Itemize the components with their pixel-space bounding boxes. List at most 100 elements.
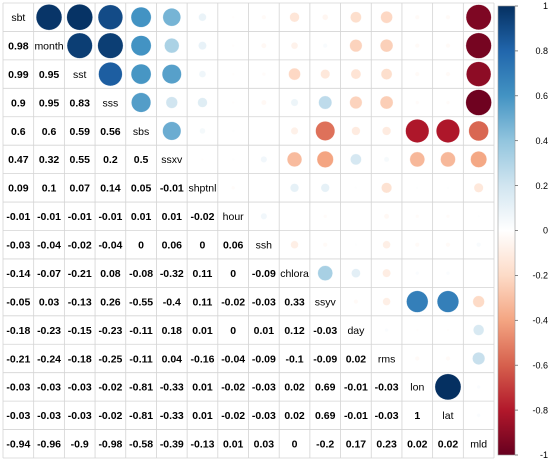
coef-label: -0.24 bbox=[37, 353, 61, 365]
coef-label: 0.01 bbox=[254, 325, 275, 337]
coef-label: -0.18 bbox=[6, 325, 30, 337]
corr-circle bbox=[231, 101, 235, 104]
corr-circle bbox=[415, 186, 419, 190]
grid bbox=[2, 2, 495, 459]
corr-circle bbox=[231, 129, 235, 133]
corr-circle bbox=[349, 96, 363, 109]
corr-circle bbox=[436, 119, 460, 143]
corr-circle bbox=[231, 15, 235, 19]
coef-label: -0.23 bbox=[37, 325, 61, 337]
coef-label: -0.03 bbox=[375, 382, 399, 394]
coef-label: 0.95 bbox=[39, 97, 60, 109]
diagonal-label-ssxv: ssxv bbox=[161, 154, 183, 166]
corr-circle bbox=[445, 100, 450, 105]
coef-label: -0.11 bbox=[129, 325, 153, 337]
coef-label: -0.58 bbox=[129, 439, 153, 451]
coef-label: 0.98 bbox=[8, 40, 29, 52]
coef-label: -0.03 bbox=[313, 325, 337, 337]
corr-circle bbox=[476, 384, 481, 389]
corr-circle bbox=[445, 271, 450, 276]
coef-label: 0.02 bbox=[284, 410, 305, 422]
corr-circle bbox=[414, 71, 420, 77]
colorbar-tick-label: -1 bbox=[540, 450, 548, 460]
colorbar-tick-label: 0.2 bbox=[535, 181, 548, 191]
coef-label: -0.98 bbox=[98, 439, 122, 451]
corr-circle bbox=[198, 13, 207, 22]
corr-circle bbox=[261, 14, 267, 20]
coef-label: 0.1 bbox=[42, 183, 57, 195]
coef-label: -0.03 bbox=[6, 410, 30, 422]
coef-label: 0.09 bbox=[8, 183, 29, 195]
coef-label: 0.11 bbox=[193, 268, 213, 280]
corr-circle bbox=[161, 64, 182, 84]
corr-circle bbox=[477, 214, 481, 218]
coef-label: 0.18 bbox=[162, 325, 183, 337]
coef-label: -0.23 bbox=[98, 325, 122, 337]
colorbar-tick-label: 0.6 bbox=[535, 91, 548, 101]
corr-circle bbox=[468, 120, 489, 142]
corr-circle bbox=[382, 126, 392, 136]
corr-circle bbox=[162, 121, 182, 141]
corr-circle bbox=[349, 39, 363, 53]
corr-circle bbox=[35, 4, 63, 31]
corr-circle bbox=[440, 151, 456, 168]
coef-label: 0.56 bbox=[100, 126, 121, 138]
corr-circle bbox=[434, 373, 462, 401]
cells: sbt 0.98 month 0.99 0.95 sst 0.9 0.95 0.83 sss 0.6… bbox=[6, 4, 492, 451]
coef-label: 0.06 bbox=[162, 240, 183, 252]
coef-label: -0.21 bbox=[68, 268, 92, 280]
coef-label: -0.03 bbox=[6, 382, 30, 394]
coef-label: 0.6 bbox=[42, 126, 57, 138]
coef-label: -0.03 bbox=[6, 240, 30, 252]
corr-circle bbox=[290, 98, 299, 107]
coef-label: 0.59 bbox=[70, 126, 91, 138]
corr-circle bbox=[354, 243, 358, 247]
coef-label: -0.09 bbox=[252, 353, 276, 365]
coef-label: -0.01 bbox=[344, 410, 368, 422]
coef-label: -0.55 bbox=[129, 296, 153, 308]
corr-circle bbox=[290, 240, 299, 249]
coef-label: 0.02 bbox=[407, 439, 428, 451]
colorbar-tick-label: 0.8 bbox=[535, 46, 548, 56]
coef-label: -0.02 bbox=[68, 240, 92, 252]
coef-label: -0.1 bbox=[285, 353, 303, 365]
coef-label: -0.02 bbox=[191, 211, 215, 223]
colorbar: 1 0.8 0.6 0.4 0.2 0 -0.2 -0.4 -0.6 -0.8 -1 bbox=[497, 1, 548, 460]
corr-circle bbox=[472, 352, 486, 365]
diagonal-label-chlora: chlora bbox=[280, 268, 309, 280]
corr-circle bbox=[130, 6, 152, 28]
corr-circle bbox=[380, 68, 393, 80]
coef-label: -0.03 bbox=[37, 382, 61, 394]
corr-circle bbox=[445, 14, 451, 20]
corr-circle bbox=[98, 62, 123, 87]
coef-label: -0.15 bbox=[68, 325, 92, 337]
corr-circle bbox=[289, 12, 300, 23]
coef-label: -0.2 bbox=[316, 439, 334, 451]
coef-label: -0.21 bbox=[6, 353, 30, 365]
corr-circle bbox=[201, 157, 204, 161]
corr-circle bbox=[445, 356, 451, 361]
coef-label: 0 bbox=[230, 268, 236, 280]
corr-circle bbox=[350, 68, 362, 80]
corr-circle bbox=[446, 328, 450, 332]
corr-circle bbox=[290, 183, 300, 193]
diagonal-label-lat: lat bbox=[442, 410, 453, 422]
colorbar-tick-label: 0 bbox=[543, 226, 548, 236]
coef-label: 0.23 bbox=[376, 439, 397, 451]
diagonal-label-ssyv: ssyv bbox=[315, 296, 337, 308]
coef-label: 0.01 bbox=[131, 211, 152, 223]
corr-circle bbox=[350, 153, 362, 166]
corr-circle bbox=[66, 32, 93, 59]
coef-label: -0.09 bbox=[313, 353, 337, 365]
diagonal-label-sss: sss bbox=[103, 97, 119, 109]
coef-label: 0.03 bbox=[39, 296, 60, 308]
coef-label: -0.09 bbox=[252, 268, 276, 280]
coef-label: -0.01 bbox=[37, 211, 61, 223]
corr-circle bbox=[445, 43, 451, 49]
coef-label: 0.06 bbox=[223, 240, 244, 252]
coef-label: -0.08 bbox=[129, 268, 153, 280]
coef-label: -0.03 bbox=[252, 296, 276, 308]
coef-label: 0.02 bbox=[438, 439, 459, 451]
colorbar-bar bbox=[497, 5, 516, 456]
